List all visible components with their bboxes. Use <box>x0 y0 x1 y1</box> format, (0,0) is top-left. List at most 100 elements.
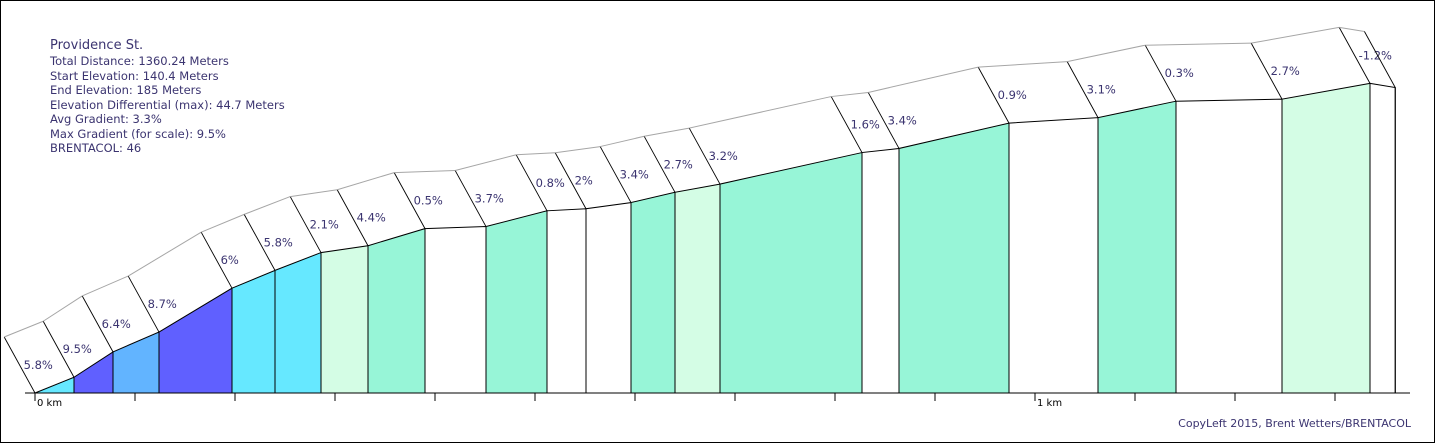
profile-segment-1 <box>34 376 75 394</box>
band-top-edge-12 <box>555 146 601 154</box>
band-divider-10 <box>454 170 487 227</box>
profile-segment-18 <box>1008 117 1099 394</box>
band-top-edge-6 <box>244 196 291 215</box>
band-divider-3 <box>81 295 114 353</box>
profile-segment-12 <box>585 201 632 394</box>
band-divider-end <box>1364 31 1396 88</box>
stat-start-elevation: Start Elevation: 140.4 Meters <box>50 68 219 83</box>
band-top-edge-22 <box>1339 26 1365 32</box>
gradient-label-5: 6% <box>221 253 239 267</box>
band-top-edge-8 <box>337 172 395 191</box>
band-divider-16 <box>830 96 863 153</box>
gradient-label-9: 0.5% <box>414 194 443 208</box>
stat-max-gradient: Max Gradient (for scale): 9.5% <box>50 126 226 141</box>
x-tick-label-0: 0 km <box>37 398 62 409</box>
gradient-label-22: -1.2% <box>1359 48 1392 62</box>
band-top-edge-20 <box>1145 42 1252 46</box>
band-top-edge-11 <box>516 152 556 156</box>
gradient-label-18: 0.9% <box>998 88 1027 102</box>
band-top-edge-19 <box>1067 44 1146 63</box>
band-divider-17 <box>867 92 900 149</box>
band-divider-14 <box>643 136 676 193</box>
band-divider-9 <box>393 172 426 229</box>
gradient-label-11: 0.8% <box>536 176 565 190</box>
gradient-label-3: 6.4% <box>102 317 131 331</box>
profile-segment-3 <box>112 331 160 394</box>
gradient-label-6: 5.8% <box>264 235 293 249</box>
band-top-edge-21 <box>1251 26 1340 44</box>
gradient-label-16: 1.6% <box>851 118 880 132</box>
profile-segment-13 <box>630 191 676 394</box>
band-top-edge-15 <box>689 96 832 129</box>
band-top-edge-17 <box>868 66 979 93</box>
band-divider-19 <box>1066 61 1099 118</box>
gradient-label-bands: 5.8% 9.5% 6.4% 8.7% 6% 5.8% 2.1% 4.4% 0.5% 3.7% 0.… <box>3 26 1396 394</box>
gradient-label-13: 3.4% <box>620 168 649 182</box>
profile-segment-16 <box>861 147 900 394</box>
profile-segment-19 <box>1097 100 1177 394</box>
gradient-label-7: 2.1% <box>310 218 339 232</box>
profile-segment-11 <box>546 208 587 394</box>
band-divider-21 <box>1250 42 1283 100</box>
stat-elevation-differential: Elevation Differential (max): 44.7 Meter… <box>50 97 285 112</box>
band-divider-15 <box>688 127 721 185</box>
gradient-label-10: 3.7% <box>475 192 504 206</box>
band-top-edge-1 <box>4 320 44 338</box>
band-top-edge-2 <box>42 295 83 322</box>
band-divider-22 <box>1338 27 1371 84</box>
band-divider-12 <box>554 152 587 209</box>
band-top-edge-9 <box>394 170 456 174</box>
stat-total-distance: Total Distance: 1360.24 Meters <box>50 54 229 68</box>
band-top-edge-3 <box>82 275 129 297</box>
gradient-label-15: 3.2% <box>709 149 738 163</box>
profile-segment-10 <box>485 210 548 394</box>
profile-segment-7 <box>320 245 369 394</box>
copyleft-footer: CopyLeft 2015, Brent Wetters/BRENTACOL <box>1178 417 1411 430</box>
profile-segment-17 <box>898 122 1010 394</box>
gradient-label-20: 0.3% <box>1165 66 1194 80</box>
profile-segments <box>34 82 1396 394</box>
gradient-label-19: 3.1% <box>1087 83 1116 97</box>
stat-brentacol: BRENTACOL: 46 <box>50 141 142 155</box>
profile-segment-8 <box>367 227 426 394</box>
chart-title: Providence St. <box>50 38 144 53</box>
profile-segment-6 <box>274 251 322 394</box>
band-top-edge-4 <box>127 231 202 277</box>
profile-segment-14 <box>674 183 721 394</box>
distance-axis: 0 km 1 km <box>25 392 1410 409</box>
band-divider-13 <box>599 146 632 203</box>
gradient-label-17: 3.4% <box>888 113 917 127</box>
gradient-label-2: 9.5% <box>63 342 92 356</box>
band-divider-20 <box>1144 44 1177 102</box>
profile-segment-15 <box>719 151 863 394</box>
band-divider-18 <box>977 66 1010 124</box>
band-divider-8 <box>336 189 369 246</box>
gradient-label-14: 2.7% <box>664 157 693 171</box>
gradient-label-21: 2.7% <box>1271 64 1300 78</box>
band-divider-7 <box>289 196 322 253</box>
band-top-edge-16 <box>831 91 869 98</box>
gradient-label-1: 5.8% <box>24 358 53 372</box>
profile-segment-22 <box>1369 82 1396 394</box>
band-top-edge-13 <box>600 135 645 148</box>
band-divider-6 <box>243 214 276 271</box>
band-top-edge-5 <box>201 213 245 233</box>
band-divider-2 <box>42 321 75 378</box>
profile-segment-21 <box>1281 82 1371 394</box>
x-tick-label-1: 1 km <box>1037 398 1062 409</box>
band-divider-5 <box>200 231 233 289</box>
stat-avg-gradient: Avg Gradient: 3.3% <box>50 112 162 126</box>
band-divider-4 <box>127 275 160 333</box>
band-top-edge-10 <box>455 154 517 172</box>
gradient-label-12: 2% <box>575 174 593 188</box>
gradient-label-8: 4.4% <box>357 211 386 225</box>
profile-segment-5 <box>231 269 276 394</box>
band-top-edge-7 <box>290 189 338 198</box>
band-top-edge-18 <box>978 61 1068 68</box>
profile-segment-9 <box>424 226 487 394</box>
route-stats-panel: Providence St. Total Distance: 1360.24 M… <box>50 38 285 156</box>
band-divider-11 <box>515 154 548 212</box>
profile-segment-20 <box>1175 98 1283 394</box>
profile-segment-2 <box>73 350 114 394</box>
